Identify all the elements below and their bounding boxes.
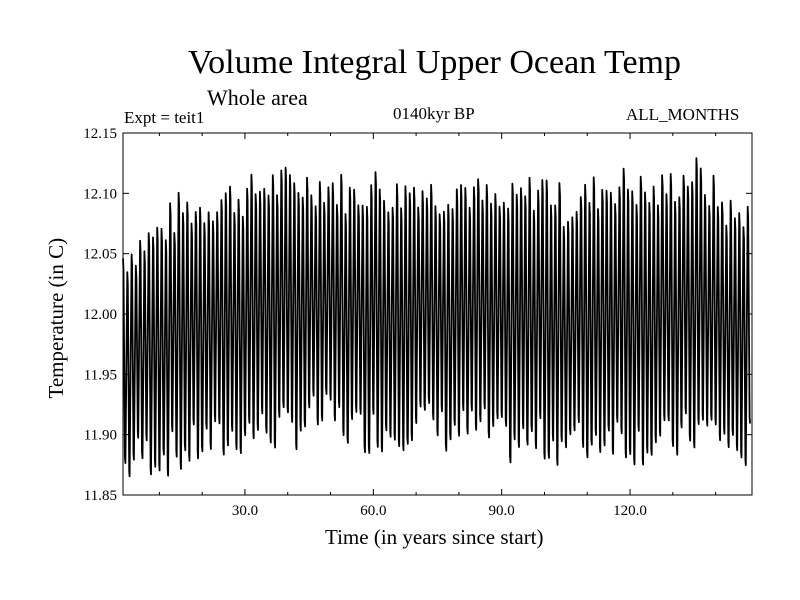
x-tick-label: 60.0 [360, 503, 386, 519]
chart-title: Volume Integral Upper Ocean Temp [188, 44, 681, 81]
x-tick-label: 120.0 [613, 503, 647, 519]
y-tick-label: 11.95 [84, 367, 117, 383]
series-line [122, 157, 751, 478]
experiment-label: Expt = teit1 [124, 108, 205, 127]
y-tick-label: 12.05 [83, 247, 117, 263]
chart-subtitle: Whole area [207, 85, 308, 110]
x-tick-label: 30.0 [232, 503, 258, 519]
y-tick-label: 12.10 [83, 186, 117, 202]
y-tick-label: 12.15 [83, 126, 117, 142]
period-label: 0140kyr BP [393, 104, 475, 123]
months-label: ALL_MONTHS [626, 105, 740, 124]
y-tick-label: 11.85 [84, 488, 117, 504]
x-tick-label: 90.0 [489, 503, 515, 519]
y-tick-label: 11.90 [84, 428, 117, 444]
x-axis-label: Time (in years since start) [325, 525, 544, 549]
y-tick-label: 12.00 [83, 307, 117, 323]
